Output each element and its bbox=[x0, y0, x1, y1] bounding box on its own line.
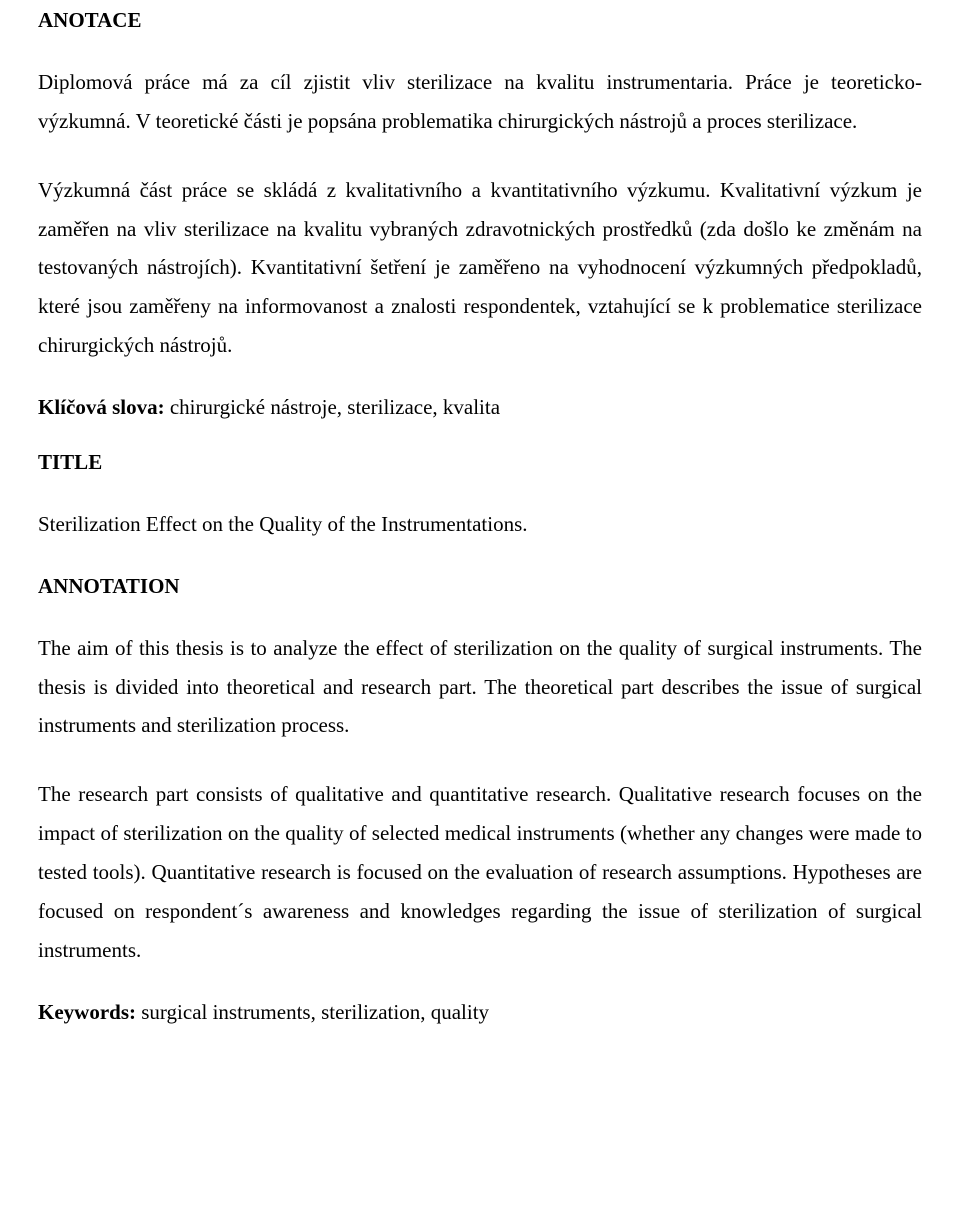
klicova-slova-value: chirurgické nástroje, sterilizace, kvali… bbox=[170, 395, 500, 419]
annotation-heading: ANNOTATION bbox=[38, 574, 922, 599]
klicova-slova-label: Klíčová slova: bbox=[38, 395, 170, 419]
title-paragraph: Sterilization Effect on the Quality of t… bbox=[38, 505, 922, 544]
keywords-line: Keywords: surgical instruments, steriliz… bbox=[38, 1000, 922, 1025]
klicova-slova-line: Klíčová slova: chirurgické nástroje, ste… bbox=[38, 395, 922, 420]
anotace-paragraph-2: Výzkumná část práce se skládá z kvalitat… bbox=[38, 171, 922, 365]
keywords-label: Keywords: bbox=[38, 1000, 141, 1024]
anotace-paragraph-1: Diplomová práce má za cíl zjistit vliv s… bbox=[38, 63, 922, 141]
annotation-paragraph-2: The research part consists of qualitativ… bbox=[38, 775, 922, 969]
anotace-heading: ANOTACE bbox=[38, 8, 922, 33]
keywords-value: surgical instruments, sterilization, qua… bbox=[141, 1000, 489, 1024]
annotation-paragraph-1: The aim of this thesis is to analyze the… bbox=[38, 629, 922, 746]
title-heading: TITLE bbox=[38, 450, 922, 475]
